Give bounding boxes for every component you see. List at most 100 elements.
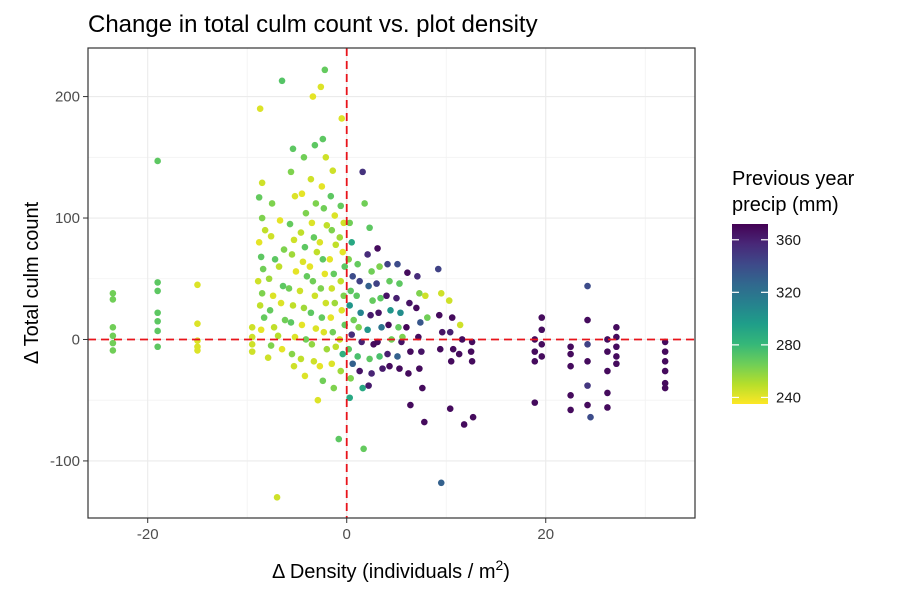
scatter-point [414,273,421,280]
scatter-point [419,384,426,392]
scatter-point [109,347,117,354]
scatter-point [346,219,354,227]
y-tick-label: 0 [72,331,80,348]
scatter-point [320,205,328,212]
scatter-point [255,194,263,201]
scatter-point [456,321,464,329]
scatter-point [368,370,375,377]
scatter-point [338,307,346,314]
scatter-point [421,418,428,426]
scatter-point [434,265,442,273]
scatter-point [613,353,620,360]
scatter-point [394,260,401,268]
scatter-point [360,445,367,453]
scatter-point [584,401,591,409]
scatter-point [286,220,294,228]
scatter-point [154,343,161,351]
scatter-point [109,332,117,340]
scatter-point [317,285,325,292]
scatter-point [307,175,315,183]
scatter-point [248,341,256,348]
scatter-point [267,342,275,349]
scatter-point [604,367,611,375]
scatter-point [109,290,117,297]
scatter-point [604,389,611,397]
scatter-point [338,115,346,122]
scatter-point [584,316,591,324]
scatter-point [271,256,279,263]
scatter-point [277,299,285,307]
scatter-point [567,350,574,358]
scatter-point [339,248,347,256]
scatter-point [341,263,349,270]
scatter-point [319,135,327,143]
scatter-point [447,358,455,365]
scatter-point [260,314,268,321]
scatter-point [303,273,311,280]
scatter-point [332,343,340,351]
scatter-point [393,294,400,302]
scatter-point [194,281,201,289]
legend-tick-label: 320 [776,284,801,301]
scatter-point [538,314,546,321]
scatter-point [661,358,669,365]
scatter-point [437,290,445,297]
scatter-point [319,377,327,385]
x-axis-title-close: ) [503,561,510,583]
scatter-point [435,311,443,319]
scatter-point [418,348,425,355]
scatter-point [404,269,411,276]
scatter-point [375,309,382,317]
scatter-point [355,324,362,331]
scatter-point [301,243,309,251]
scatter-point [467,348,475,355]
plot-border [87,47,696,519]
scatter-point [109,296,117,303]
scatter-point [327,192,335,200]
scatter-point [323,222,331,229]
scatter-point [613,360,620,368]
legend: Previous year precip (mm) 240 280 320 360 [732,168,855,406]
scatter-point [406,299,413,307]
scatter-point [306,263,314,270]
scatter-point [256,302,264,309]
scatter-point [313,248,321,256]
scatter-point [287,319,295,326]
scatter-point [321,270,329,278]
scatter-point [154,287,161,295]
scatter-point [396,280,403,287]
scatter-point [289,302,297,309]
scatter-point [317,83,325,91]
scatter-point [383,292,390,300]
y-tick-label: -100 [50,453,80,470]
scatter-point [291,192,299,200]
scatter-point [337,367,345,375]
scatter-point [347,375,355,382]
x-axis-title-main: Δ Density (individuals / m [272,561,495,583]
scatter-point [278,77,286,85]
scatter-point [337,277,345,285]
scatter-point [194,347,201,354]
y-axis-title: Δ Total culm count [21,201,43,364]
scatter-point [567,343,574,351]
scatter-point [335,435,343,443]
y-axis: -100 0 100 200 [50,89,88,470]
scatter-point [405,370,412,377]
scatter-point [322,299,330,307]
scatter-point [330,270,338,278]
legend-title-line1: Previous year [732,168,855,190]
scatter-point [384,260,391,268]
x-tick-label: 20 [537,526,554,543]
scatter-point [309,93,317,100]
scatter-point [365,382,372,389]
scatter-point [311,141,319,149]
scatter-point [613,343,620,351]
scatter-point [369,297,376,304]
scatter-point [290,362,298,370]
scatter-point [328,360,336,368]
scatter-point [302,336,310,343]
scatter-point [154,279,161,286]
scatter-point [356,367,363,375]
scatter-point [379,365,386,372]
